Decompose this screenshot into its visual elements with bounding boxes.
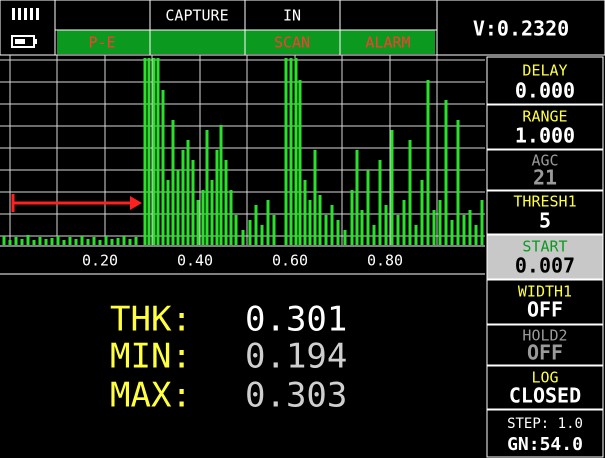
menu-item-selected[interactable]: [486, 234, 604, 280]
mode-label: CAPTURE: [165, 7, 228, 25]
menu-value: 0.007: [515, 254, 575, 278]
menu-value: 1.000: [515, 124, 575, 148]
voltage: V:0.2320: [473, 17, 569, 41]
menu-label: HOLD2: [522, 327, 567, 345]
signal-icon: [12, 8, 39, 20]
header: CAPTURE IN P-E SCAN ALARM V:0.2320: [0, 0, 605, 56]
menu-value: 5: [539, 209, 551, 233]
status-label: P-E: [88, 34, 115, 52]
menu-label: DELAY: [522, 62, 567, 80]
reading-value: 0.301: [245, 300, 347, 340]
side-menu: DELAY 0.000 RANGE 1.000 AGC 21 THRESH1 5…: [486, 56, 604, 458]
reading-label: THK:: [110, 300, 192, 340]
gate-arrow: [11, 194, 142, 212]
reading-value: 0.303: [245, 376, 347, 416]
menu-item[interactable]: [486, 365, 604, 410]
menu-item[interactable]: [486, 149, 604, 191]
menu-label: AGC: [531, 152, 558, 170]
axis-label: 0.80: [367, 252, 403, 270]
reading-value: 0.194: [245, 337, 347, 377]
voltage-box: [436, 0, 605, 56]
menu-item[interactable]: [486, 324, 604, 366]
menu-label: LOG: [531, 369, 558, 387]
menu-label: RANGE: [522, 108, 567, 126]
menu-value: OFF: [527, 298, 563, 322]
gain: GN:54.0: [507, 434, 583, 455]
menu-value: OFF: [527, 341, 563, 365]
status-bar: [57, 30, 435, 54]
menu-value: 21: [533, 166, 557, 190]
step: STEP: 1.0: [507, 416, 583, 432]
readings: THK: 0.301 MIN: 0.194 MAX: 0.303: [110, 300, 347, 416]
status-label: SCAN: [274, 34, 310, 52]
menu-label: START: [522, 238, 567, 256]
status-label: ALARM: [365, 34, 410, 52]
menu-item[interactable]: [486, 104, 604, 150]
menu-label: WIDTH1: [518, 283, 572, 301]
menu-value: 0.000: [515, 79, 575, 103]
reading-label: MIN:: [110, 337, 192, 377]
axis-label: 0.60: [272, 252, 308, 270]
battery-icon: [11, 35, 37, 48]
waveform: [2, 58, 484, 245]
menu-value: CLOSED: [509, 384, 581, 408]
axis-label: 0.40: [177, 252, 213, 270]
menu-label: THRESH1: [513, 193, 576, 211]
menu-item[interactable]: [486, 56, 604, 105]
waveform-panel: 0.20 0.40 0.60 0.80: [0, 55, 485, 275]
mode-label: IN: [283, 7, 301, 25]
step-box: [486, 409, 604, 458]
reading-label: MAX:: [110, 376, 192, 416]
menu-item[interactable]: [486, 279, 604, 325]
menu-item[interactable]: [486, 190, 604, 235]
axis-label: 0.20: [82, 252, 118, 270]
